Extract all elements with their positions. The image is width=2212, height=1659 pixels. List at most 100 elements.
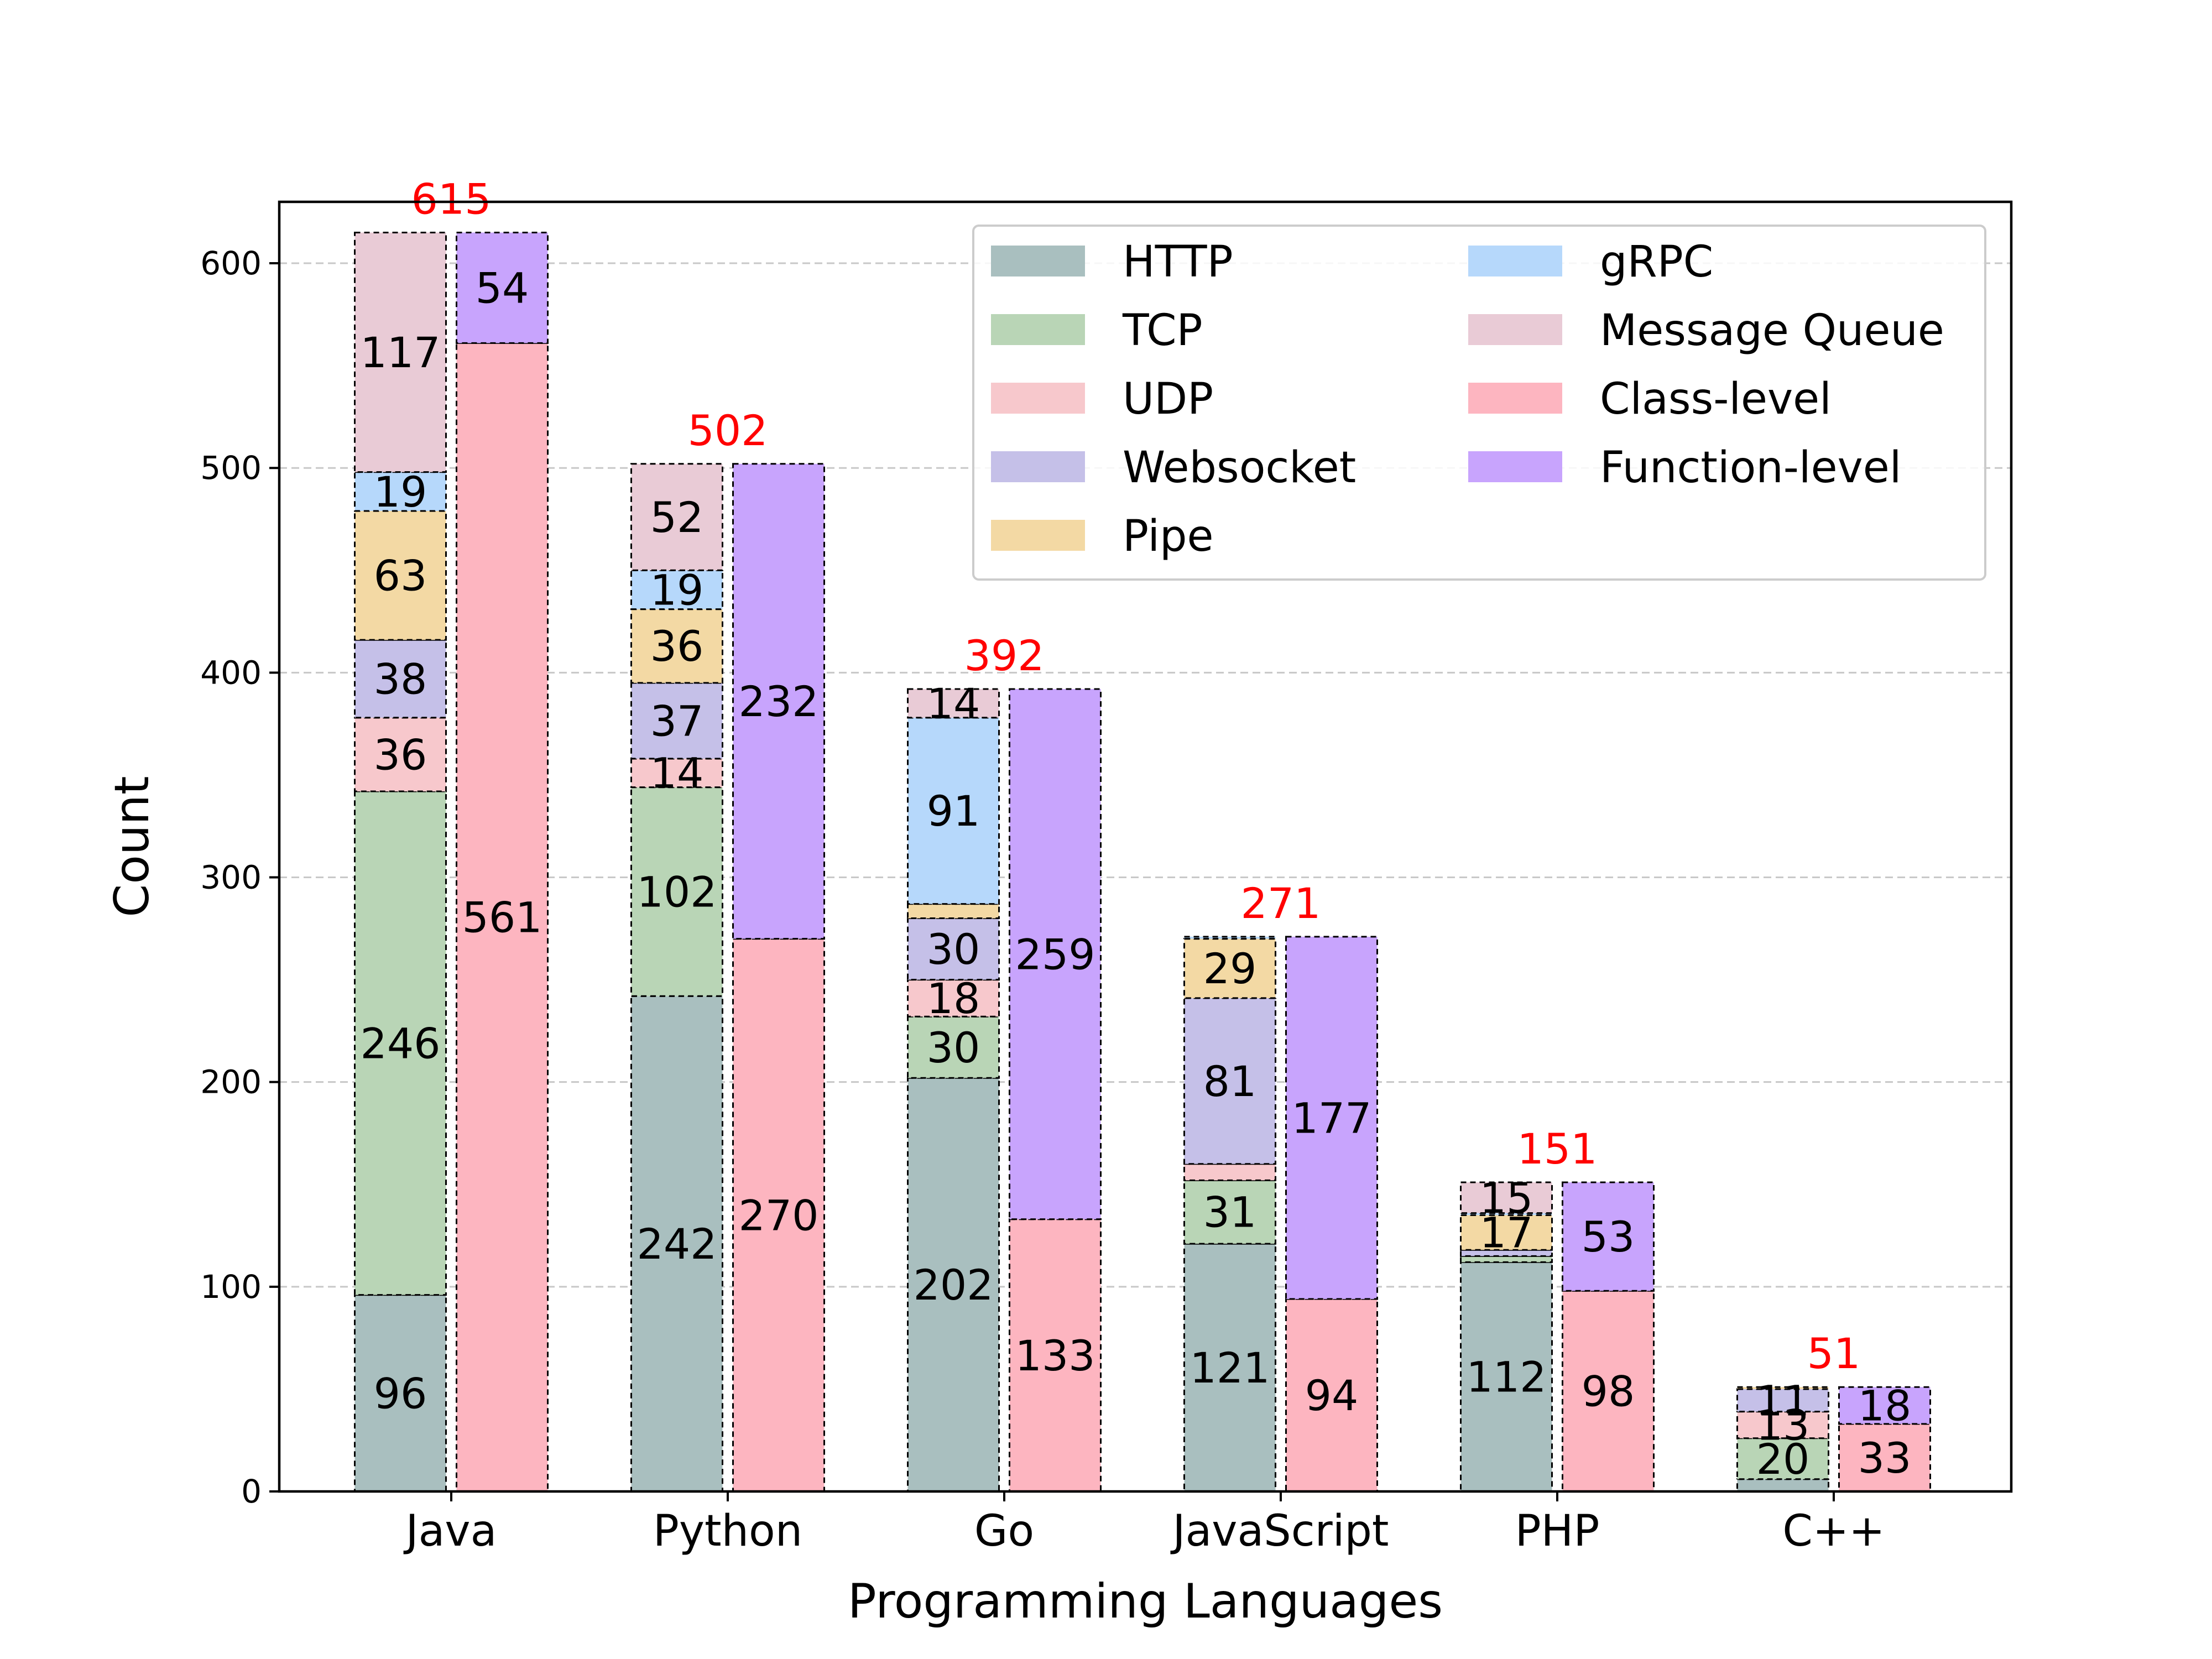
data-label-java-udp: 36 [374,730,427,779]
y-tick-label-600: 600 [200,244,262,282]
total-label-php: 151 [1517,1124,1597,1173]
bar-php-grpc [1460,1212,1553,1216]
bar-javascript-http [1183,1243,1276,1493]
legend-swatch-tcp [991,314,1085,345]
data-label-java-class-level: 561 [462,893,542,942]
data-label-javascript-pipe: 29 [1203,944,1257,993]
data-label-php-pipe: 17 [1480,1208,1533,1258]
data-label-go-grpc: 91 [927,786,980,836]
data-label-c-function-level: 18 [1858,1381,1912,1431]
data-label-java-websocket: 38 [374,654,427,703]
data-label-python-message-queue: 52 [650,493,704,542]
data-label-php-function-level: 53 [1582,1212,1635,1261]
data-label-c-class-level: 33 [1858,1433,1912,1483]
bar-java-class-level [456,342,549,1493]
legend-label-tcp: TCP [1122,306,1203,356]
data-label-python-pipe: 36 [650,622,704,671]
data-label-java-http: 96 [374,1369,427,1418]
legend-swatch-udp [991,383,1085,414]
bar-go-message-queue [907,688,1000,719]
y-tick-label-300: 300 [200,859,262,896]
data-labels: 9624636386319117561546152421021437361952… [360,175,1911,1484]
data-label-java-grpc: 19 [374,467,427,517]
data-label-go-udp: 18 [927,974,980,1023]
y-tick-label-500: 500 [200,449,262,487]
y-tick-label-0: 0 [241,1473,262,1510]
legend: HTTP TCP UDP Websocket Pipe gRPC Message Queue… [972,225,1986,581]
bar-go-pipe [907,903,1000,920]
bar-java-tcp [354,790,447,1296]
legend-swatch-message-queue [1468,314,1562,345]
legend-swatch-class-level [1468,383,1562,414]
legend-label-grpc: gRPC [1600,237,1713,287]
x-tick-label-java: Java [403,1506,497,1556]
bar-python-message-queue [630,463,723,571]
total-label-python: 502 [687,406,768,455]
total-label-go: 392 [964,631,1044,680]
bar-java-websocket [354,639,447,719]
legend-swatch-function-level [1468,451,1562,482]
bar-python-function-level [732,463,825,940]
bar-java-pipe [354,510,447,641]
bar-c-tcp [1736,1437,1829,1480]
bar-javascript-function-level [1285,936,1378,1300]
data-label-python-tcp: 102 [637,867,717,916]
legend-swatch-grpc [1468,246,1562,276]
bar-go-websocket [907,917,1000,981]
bar-python-websocket [630,682,723,760]
bar-python-tcp [630,786,723,997]
bar-java-http [354,1294,447,1493]
data-label-python-grpc: 19 [650,565,704,614]
data-label-javascript-function-level: 177 [1291,1093,1371,1142]
bar-javascript-pipe [1183,938,1276,999]
bar-python-udp [630,758,723,789]
legend-label-http: HTTP [1123,237,1233,287]
data-label-go-class-level: 133 [1015,1331,1095,1380]
legend-swatch-http [991,246,1085,276]
bar-php-message-queue [1460,1181,1553,1214]
data-label-go-function-level: 259 [1015,930,1095,979]
data-label-php-message-queue: 15 [1480,1173,1533,1223]
plot-frame [278,200,2013,1493]
bar-php-tcp [1460,1255,1553,1263]
legend-label-message-queue: Message Queue [1600,306,1944,356]
data-label-java-tcp: 246 [360,1019,440,1068]
bar-java-function-level [456,232,549,344]
bar-php-function-level [1562,1181,1655,1292]
bars [354,232,1931,1493]
bar-go-grpc [907,717,1000,905]
data-label-php-http: 112 [1466,1353,1546,1402]
x-tick-label-php: PHP [1515,1506,1600,1556]
bar-java-message-queue [354,232,447,473]
bar-c-udp [1736,1411,1829,1439]
data-label-c-tcp: 20 [1756,1434,1810,1484]
total-label-java: 615 [411,175,491,224]
bar-c-function-level [1838,1386,1931,1425]
data-label-python-websocket: 37 [650,696,704,745]
total-label-c: 51 [1807,1329,1861,1378]
legend-label-function-level: Function-level [1600,443,1901,493]
bar-javascript-tcp [1183,1179,1276,1245]
bar-php-http [1460,1261,1553,1493]
total-label-javascript: 271 [1240,879,1321,928]
bar-go-tcp [907,1015,1000,1079]
data-label-go-websocket: 30 [927,925,980,974]
legend-label-udp: UDP [1123,374,1213,424]
data-label-javascript-http: 121 [1190,1343,1270,1392]
data-label-python-function-level: 232 [738,677,818,726]
bar-c-http [1736,1478,1829,1493]
data-label-javascript-tcp: 31 [1203,1188,1257,1237]
y-tick-label-400: 400 [200,654,262,691]
x-tick-label-c: C++ [1782,1506,1885,1556]
bar-python-http [630,995,723,1493]
data-label-java-message-queue: 117 [360,328,440,377]
bar-java-udp [354,717,447,792]
bar-python-grpc [630,569,723,611]
data-label-c-udp: 13 [1756,1401,1810,1450]
legend-label-pipe: Pipe [1123,512,1214,561]
bar-go-udp [907,979,1000,1018]
data-label-java-function-level: 54 [476,263,529,312]
data-label-c-websocket: 11 [1756,1376,1810,1425]
data-label-go-message-queue: 14 [927,679,980,728]
